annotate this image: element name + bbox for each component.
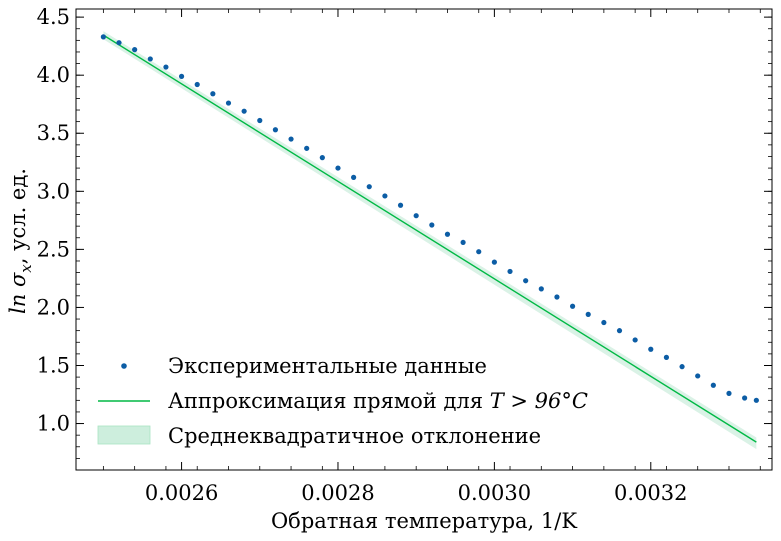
data-point <box>507 268 513 275</box>
y-tick-labels: 1.0 1.5 2.0 2.5 3.0 3.5 4.0 4.5 <box>37 5 70 435</box>
data-point <box>663 354 670 360</box>
data-point <box>272 127 279 133</box>
x-tick-label: 0.0032 <box>614 481 687 505</box>
data-point <box>679 364 685 370</box>
data-point <box>413 213 419 219</box>
y-tick-label: 1.5 <box>37 353 70 377</box>
y-tick-label: 3.0 <box>37 179 70 203</box>
data-point <box>100 34 106 40</box>
data-point <box>304 145 310 151</box>
data-point <box>241 108 247 114</box>
data-point <box>225 100 232 106</box>
x-axis-label: Обратная температура, 1/K <box>271 509 577 533</box>
legend-item-data: Экспериментальные данные <box>121 354 487 378</box>
legend-marker-band <box>97 425 151 445</box>
y-tick-label: 2.0 <box>37 295 70 319</box>
data-point <box>397 202 404 208</box>
data-point <box>585 311 591 317</box>
y-tick-label: 1.0 <box>37 412 70 436</box>
y-tick-label: 4.0 <box>37 63 70 87</box>
x-tick-label: 0.0028 <box>301 481 374 505</box>
y-tick-label: 3.5 <box>37 121 70 145</box>
x-tick-label: 0.0030 <box>458 481 531 505</box>
data-point <box>132 47 138 53</box>
data-point <box>753 397 759 403</box>
data-points <box>100 34 759 403</box>
x-tick-label: 0.0026 <box>145 481 218 505</box>
data-point <box>648 346 654 352</box>
data-point <box>366 184 372 190</box>
data-point <box>429 222 435 228</box>
data-point <box>726 390 732 396</box>
legend-label-data: Экспериментальные данные <box>168 354 487 378</box>
data-point <box>569 303 576 309</box>
legend-item-band: Среднеквадратичное отклонение <box>97 424 541 448</box>
legend-item-fit: Аппроксимация прямой для T > 96°C <box>98 389 588 413</box>
data-point <box>194 81 200 88</box>
data-point <box>742 395 748 401</box>
data-point <box>382 193 388 199</box>
data-point <box>491 259 497 265</box>
data-point <box>147 56 153 62</box>
data-point <box>257 117 263 124</box>
data-point <box>288 136 294 142</box>
std-deviation-band <box>103 31 757 450</box>
y-axis-label: ln σx, усл. ед. <box>6 168 35 314</box>
x-tick-labels: 0.0026 0.0028 0.0030 0.0032 <box>145 481 688 505</box>
data-point <box>554 294 560 300</box>
data-point <box>444 231 451 237</box>
data-point <box>319 155 325 161</box>
data-point <box>632 337 638 343</box>
legend-marker-data <box>121 363 127 369</box>
data-point <box>601 319 607 326</box>
plot-frame <box>75 8 773 471</box>
data-point <box>695 373 701 379</box>
plot-area <box>100 31 759 450</box>
data-point <box>210 91 216 97</box>
data-point <box>335 165 341 171</box>
fit-line <box>103 34 757 443</box>
data-point <box>538 286 544 292</box>
axis-ticks <box>76 9 772 470</box>
data-point <box>476 249 482 255</box>
data-point <box>116 40 122 46</box>
data-point <box>710 382 716 388</box>
y-tick-label: 4.5 <box>37 5 70 29</box>
y-tick-label: 2.5 <box>37 237 70 261</box>
data-point <box>460 239 466 246</box>
data-point <box>178 73 185 79</box>
data-point <box>163 64 169 70</box>
data-point <box>523 278 529 284</box>
legend: Экспериментальные данные Аппроксимация п… <box>97 354 588 448</box>
legend-label-band: Среднеквадратичное отклонение <box>168 424 541 448</box>
data-point <box>616 328 623 334</box>
legend-label-fit: Аппроксимация прямой для T > 96°C <box>168 389 588 413</box>
data-point <box>351 174 357 180</box>
